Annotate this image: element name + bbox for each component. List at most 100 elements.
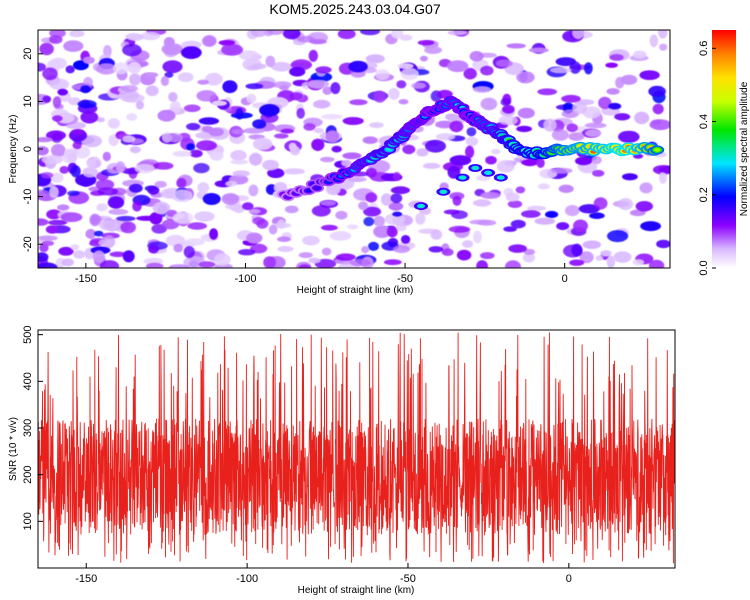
heat-cell xyxy=(538,183,550,190)
heat-cell xyxy=(211,100,227,106)
heat-cell xyxy=(289,92,304,101)
heat-cell xyxy=(469,219,491,225)
heat-cell xyxy=(640,221,661,232)
heat-cell xyxy=(508,244,527,253)
heat-cell xyxy=(46,209,62,220)
spectrogram-y-tick-label: -20 xyxy=(22,236,34,252)
snr-y-tick-label: 500 xyxy=(22,325,34,343)
heat-cell xyxy=(585,129,602,138)
heat-cell xyxy=(390,193,403,204)
heat-cell xyxy=(425,139,446,153)
heat-cell xyxy=(505,192,520,202)
heat-cell xyxy=(400,235,411,244)
heat-cell xyxy=(279,85,290,91)
heat-cell xyxy=(145,72,159,78)
ridge-core xyxy=(313,186,321,190)
heat-cell xyxy=(342,117,364,125)
heat-cell xyxy=(39,42,54,56)
heat-cell xyxy=(659,43,668,51)
heat-cell xyxy=(447,30,468,36)
snr-y-ticks: 100 200 300 400 500 xyxy=(22,325,43,531)
heat-cell xyxy=(608,102,622,110)
heat-cell xyxy=(186,122,201,131)
heat-cell xyxy=(466,127,477,137)
heat-cell xyxy=(307,79,330,89)
heat-cell xyxy=(289,66,306,77)
heat-cell xyxy=(277,236,291,242)
heat-cell xyxy=(362,136,378,144)
heat-cell xyxy=(70,244,80,251)
heat-cell xyxy=(172,211,194,224)
heat-cell xyxy=(134,163,155,174)
heat-cell xyxy=(321,247,332,256)
heat-cell xyxy=(505,260,521,268)
heat-cell xyxy=(527,205,547,211)
heat-cell xyxy=(52,115,63,122)
spectrogram-y-axis-label: Frequency (Hz) xyxy=(8,115,19,184)
heat-cell xyxy=(386,225,398,238)
heat-cell xyxy=(157,109,176,122)
heat-cell xyxy=(589,212,605,219)
heat-cell xyxy=(135,100,144,110)
heat-cell xyxy=(620,74,638,85)
heat-cell xyxy=(235,108,244,120)
heat-cell xyxy=(38,137,53,143)
snr-y-tick-label: 300 xyxy=(22,419,34,437)
heat-cell xyxy=(595,255,604,261)
heat-cell xyxy=(161,43,184,55)
heat-cell xyxy=(187,222,208,230)
heat-cell xyxy=(320,200,337,206)
colorbar-tick-label: 0.4 xyxy=(698,114,710,129)
snr-x-tick-label: -100 xyxy=(236,573,258,585)
heat-cell xyxy=(67,190,80,196)
heat-cell xyxy=(652,103,664,115)
heat-cell xyxy=(500,98,512,107)
heat-cell xyxy=(49,35,63,44)
heat-cell xyxy=(398,99,409,105)
heat-cell xyxy=(496,160,515,173)
heat-cell xyxy=(99,260,120,268)
heat-cell xyxy=(365,54,385,64)
snr-y-tick-label: 400 xyxy=(22,372,34,390)
heat-cell xyxy=(422,162,441,169)
heat-cell xyxy=(472,86,492,93)
heat-cell xyxy=(38,62,46,72)
heat-cell xyxy=(550,66,572,74)
heat-cell xyxy=(161,219,180,230)
heat-cell xyxy=(98,219,119,231)
heat-cell xyxy=(522,252,536,263)
heat-cell xyxy=(232,170,250,177)
heat-cell xyxy=(42,95,52,103)
heat-cell xyxy=(42,67,58,81)
heat-cell xyxy=(49,186,59,199)
snr-panel: -150 -100 -50 0 100 200 300 400 500 Height of s… xyxy=(8,325,676,596)
heat-cell xyxy=(495,59,513,68)
heat-cell xyxy=(263,256,276,268)
heat-cell xyxy=(392,171,401,181)
heat-cell xyxy=(230,150,247,161)
heat-cell xyxy=(399,34,413,41)
heat-cell xyxy=(582,240,601,249)
heat-cell xyxy=(107,196,125,209)
heat-cell xyxy=(582,106,602,119)
secondary-core xyxy=(417,203,425,209)
heat-cell xyxy=(462,240,474,248)
heat-cell xyxy=(225,180,238,187)
heat-cell xyxy=(572,101,588,114)
heat-cell xyxy=(388,87,400,100)
heat-cell xyxy=(196,90,217,102)
heat-cell xyxy=(607,230,629,243)
heat-cell xyxy=(313,99,331,109)
heat-cell xyxy=(632,259,645,266)
heat-cell xyxy=(396,80,407,89)
heat-cell xyxy=(193,163,210,174)
heat-cell xyxy=(108,208,129,215)
spectrogram-x-tick-label: -50 xyxy=(397,273,413,285)
heat-cell xyxy=(243,127,265,134)
snr-x-tick-label: -50 xyxy=(400,573,416,585)
heat-cell xyxy=(634,111,650,125)
colorbar-tick-label: 0.6 xyxy=(698,41,710,56)
heat-cell xyxy=(480,191,501,199)
heat-cell xyxy=(397,63,414,69)
